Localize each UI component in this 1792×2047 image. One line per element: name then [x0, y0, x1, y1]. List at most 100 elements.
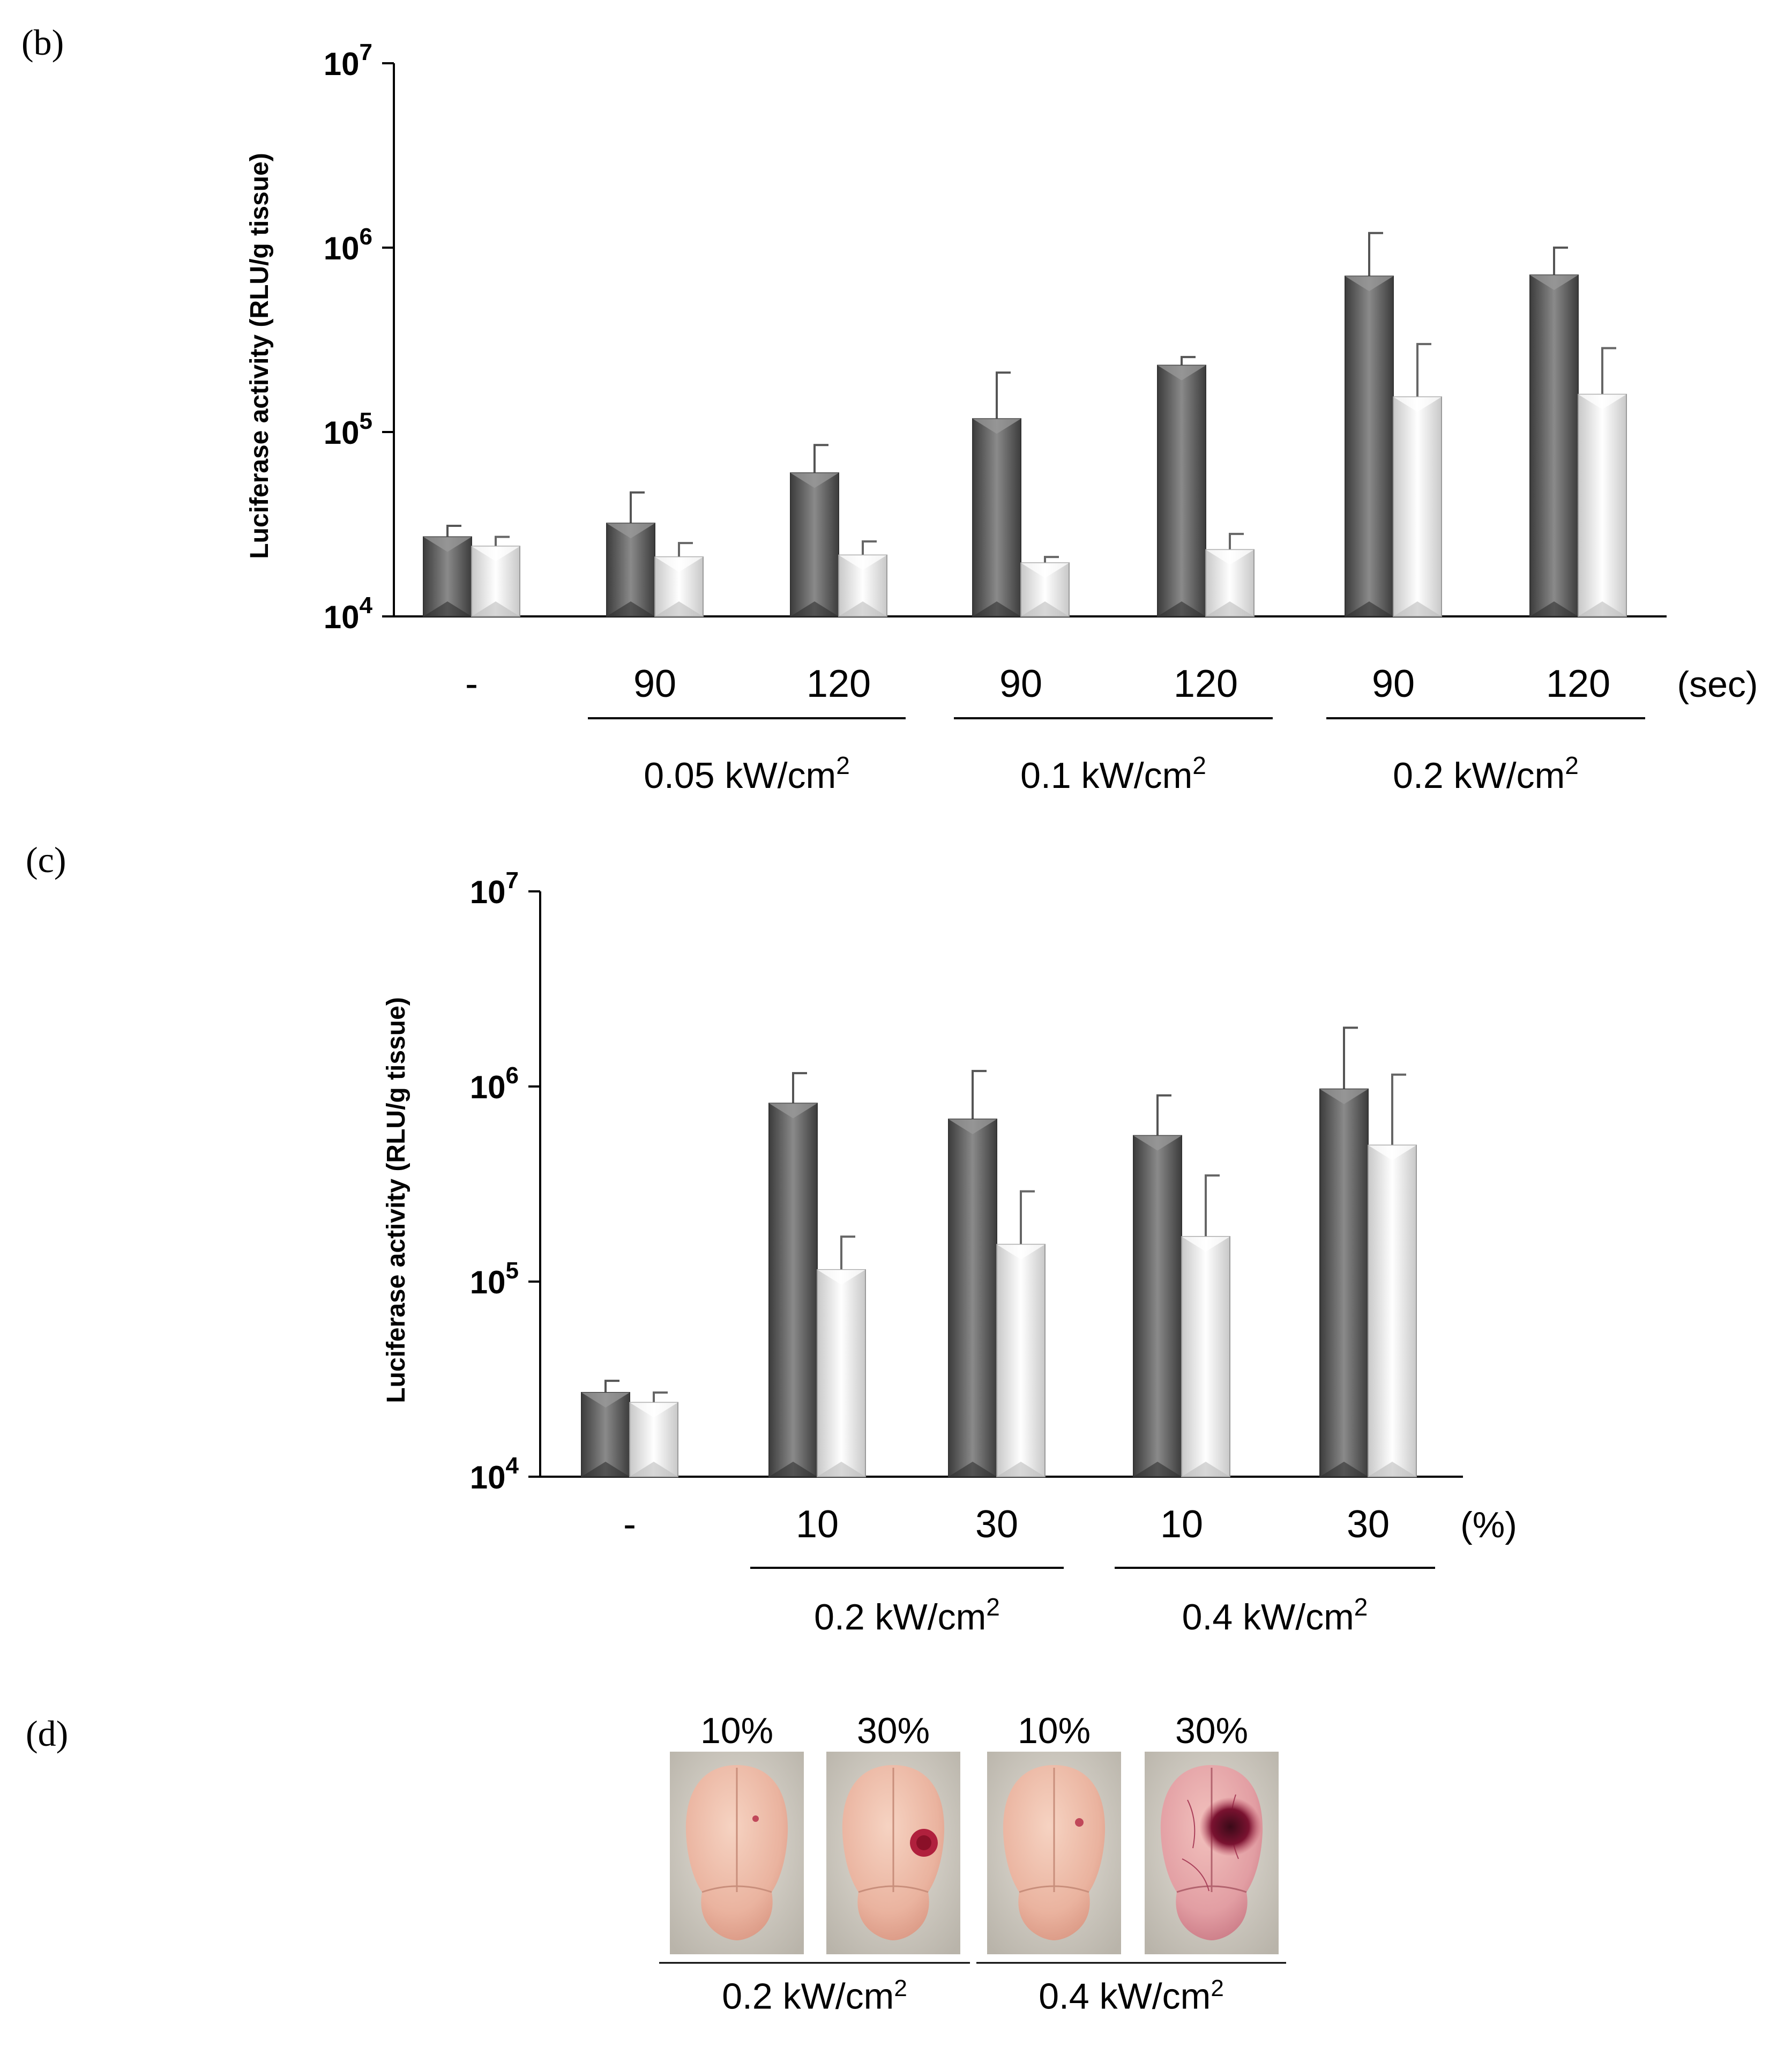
x-tick-label: -	[623, 1503, 636, 1546]
bar-bevel	[790, 473, 839, 488]
bar-bevel	[1578, 601, 1626, 616]
panel-c-label: (c)	[26, 839, 66, 880]
brain-image-4	[1145, 1752, 1279, 1954]
bar-bevel	[790, 601, 839, 616]
bar-dark	[1345, 276, 1394, 617]
bar-bevel	[1133, 1135, 1182, 1151]
bar-bevel	[1158, 601, 1206, 616]
bar-bevel	[607, 523, 655, 539]
panel-b-label: (b)	[21, 22, 64, 63]
bar-bevel	[1393, 601, 1442, 616]
bar-bevel	[1530, 601, 1578, 616]
group-label: 0.4 kW/cm2	[1182, 1593, 1368, 1637]
group-label: 0.2 kW/cm2	[1393, 751, 1579, 796]
bar-bevel	[949, 1119, 997, 1134]
brain-caption-2: 30%	[856, 1710, 930, 1751]
bar-bevel	[1206, 601, 1254, 616]
bar-bevel	[607, 601, 655, 616]
bar-bevel	[1182, 1237, 1230, 1252]
x-tick-label: -	[465, 663, 478, 705]
bar-bevel	[839, 555, 887, 570]
y-tick-label: 106	[470, 1062, 519, 1105]
bar-bevel	[630, 1462, 678, 1477]
brain-group-label-1: 0.2 kW/cm2	[722, 1975, 907, 2017]
bar-bevel	[1345, 276, 1393, 292]
y-axis-title: Luciferase activity (RLU/g tissue)	[382, 997, 410, 1403]
y-tick-label: 106	[324, 224, 372, 266]
bar-bevel	[1345, 601, 1393, 616]
chart-b: 104 105 106 107 Luciferase activity (RLU/g t…	[245, 39, 1758, 796]
y-tick-label: 104	[470, 1453, 519, 1495]
bar-bevel	[997, 1244, 1045, 1260]
brain-image-3	[987, 1752, 1121, 1954]
x-tick-label: 30	[975, 1503, 1018, 1546]
bar-bevel	[1206, 549, 1254, 565]
brain-image-1	[670, 1752, 804, 1954]
x-tick-label: 10	[796, 1503, 839, 1546]
bar-bevel	[1021, 601, 1069, 616]
bar-bevel	[655, 601, 703, 616]
bar-bevel	[1182, 1462, 1230, 1477]
group-label: 0.1 kW/cm2	[1020, 751, 1206, 796]
bar-bevel	[769, 1462, 817, 1477]
y-tick-label: 105	[324, 408, 372, 451]
y-tick-label: 107	[324, 39, 372, 82]
bar-bevel	[423, 537, 472, 552]
bar-bevel	[472, 546, 520, 562]
brain-caption-4: 30%	[1175, 1710, 1249, 1751]
bar-bevel	[581, 1392, 630, 1408]
bar-light	[1578, 393, 1627, 617]
bar-bevel	[997, 1462, 1045, 1477]
x-unit-label: (sec)	[1677, 664, 1758, 705]
bar-bevel	[655, 557, 703, 572]
x-tick-label: 30	[1347, 1503, 1390, 1546]
x-tick-label: 10	[1160, 1503, 1203, 1546]
bar-bevel	[1368, 1462, 1416, 1477]
bar-bevel	[423, 601, 472, 616]
brain-group-label-2: 0.4 kW/cm2	[1039, 1975, 1224, 2017]
bar-bevel	[1158, 365, 1206, 381]
y-tick-label: 104	[324, 592, 373, 635]
bar-bevel	[1133, 1462, 1182, 1477]
x-tick-label: 120	[807, 663, 871, 705]
bar-bevel	[973, 601, 1021, 616]
bar-bevel	[581, 1462, 630, 1477]
bar-light	[1393, 396, 1442, 617]
brain-caption-3: 10%	[1017, 1710, 1091, 1751]
group-label: 0.2 kW/cm2	[814, 1593, 1000, 1637]
bar-bevel	[630, 1402, 678, 1418]
bar-bevel	[1021, 563, 1069, 578]
x-tick-label: 120	[1546, 663, 1610, 705]
bar-bevel	[1530, 275, 1578, 291]
bar-bevel	[769, 1103, 817, 1119]
bar-bevel	[1393, 397, 1442, 412]
bar-bevel	[1578, 394, 1626, 410]
bar-dark	[948, 1118, 997, 1478]
bar-dark	[606, 523, 655, 617]
x-tick-label: 90	[999, 663, 1042, 705]
bar-bevel	[1320, 1089, 1368, 1104]
y-tick-label: 105	[470, 1257, 519, 1300]
x-tick-label: 90	[1372, 663, 1415, 705]
bar-bevel	[817, 1269, 865, 1285]
brain-caption-1: 10%	[700, 1710, 774, 1751]
bar-dark	[1133, 1135, 1182, 1478]
chart-c: 104 105 106 107 Luciferase activity (RLU/g t…	[382, 867, 1517, 1637]
bar-bevel	[839, 601, 887, 616]
bar-bevel	[817, 1462, 865, 1477]
brain-image-2	[826, 1752, 960, 1954]
bar-dark	[790, 472, 839, 617]
bar-dark	[1157, 364, 1206, 617]
x-unit-label: (%)	[1460, 1505, 1517, 1545]
bar-bevel	[973, 419, 1021, 434]
bar-bevel	[1320, 1462, 1368, 1477]
y-axis-title: Luciferase activity (RLU/g tissue)	[245, 153, 274, 559]
x-tick-label: 120	[1174, 663, 1238, 705]
x-tick-label: 90	[633, 663, 676, 705]
panel-d-label: (d)	[26, 1713, 69, 1754]
bar-light	[817, 1269, 866, 1478]
bar-dark	[972, 418, 1021, 617]
group-label: 0.05 kW/cm2	[644, 751, 850, 796]
bar-bevel	[472, 601, 520, 616]
